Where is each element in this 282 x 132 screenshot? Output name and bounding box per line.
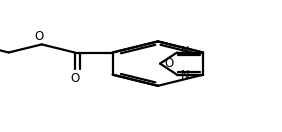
Text: O: O — [35, 30, 44, 43]
Text: O: O — [70, 72, 79, 85]
Text: N: N — [180, 45, 189, 58]
Text: N: N — [180, 69, 189, 82]
Text: O: O — [164, 57, 173, 70]
